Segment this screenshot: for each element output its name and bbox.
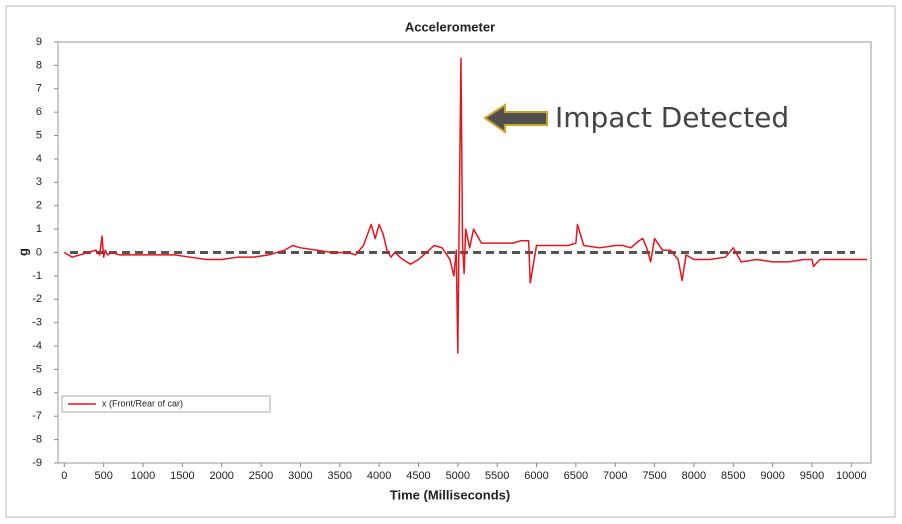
y-tick-label: 0	[36, 246, 42, 258]
legend-label: x (Front/Rear of car)	[102, 398, 183, 408]
x-tick-label: 2000	[209, 470, 233, 482]
y-tick-label: 6	[36, 106, 42, 118]
chart-title: Accelerometer	[405, 19, 495, 34]
y-tick-label: 2	[36, 200, 42, 212]
x-tick-label: 4500	[406, 470, 430, 482]
x-tick-label: 1500	[170, 470, 194, 482]
x-tick-label: 7000	[603, 470, 627, 482]
annotation-arrow	[483, 103, 548, 134]
x-tick-label: 5500	[485, 470, 509, 482]
x-tick-label: 6000	[524, 470, 548, 482]
x-tick-label: 6500	[564, 470, 588, 482]
series-line	[63, 57, 868, 354]
x-tick-label: 2500	[249, 470, 273, 482]
x-tick-label: 1000	[131, 470, 155, 482]
y-axis-label: g	[15, 248, 30, 256]
y-tick-label: 1	[36, 223, 42, 235]
x-tick-label: 8000	[682, 470, 706, 482]
y-tick-label: -3	[32, 317, 42, 329]
x-tick-label: 0	[61, 470, 67, 482]
y-tick-label: -2	[32, 293, 42, 305]
y-tick-label: 5	[36, 129, 42, 141]
y-tick-label: -4	[32, 340, 42, 352]
y-tick-label: 9	[36, 36, 42, 48]
x-tick-label: 4000	[367, 470, 391, 482]
y-tick-label: 3	[36, 176, 42, 188]
x-tick-label: 7500	[642, 470, 666, 482]
y-tick-label: -9	[32, 457, 42, 469]
x-tick-label: 500	[94, 470, 112, 482]
y-tick-label: 8	[36, 59, 42, 71]
x-tick-label: 3500	[328, 470, 352, 482]
x-axis-label: Time (Milliseconds)	[390, 487, 510, 502]
x-tick-label: 9500	[800, 470, 824, 482]
x-tick-label: 10000	[836, 470, 867, 482]
y-tick-label: -6	[32, 387, 42, 399]
legend	[61, 395, 271, 413]
y-tick-label: 4	[36, 153, 42, 165]
annotation: Impact Detected	[555, 101, 789, 134]
y-tick-label: -5	[32, 363, 42, 375]
y-tick-label: -1	[32, 270, 42, 282]
y-tick-label: -7	[32, 410, 42, 422]
x-tick-label: 3000	[288, 470, 312, 482]
y-tick-label: 7	[36, 83, 42, 95]
x-tick-label: 5000	[446, 470, 470, 482]
x-tick-label: 9000	[760, 470, 784, 482]
y-tick-label: -8	[32, 434, 42, 446]
x-tick-label: 8500	[721, 470, 745, 482]
